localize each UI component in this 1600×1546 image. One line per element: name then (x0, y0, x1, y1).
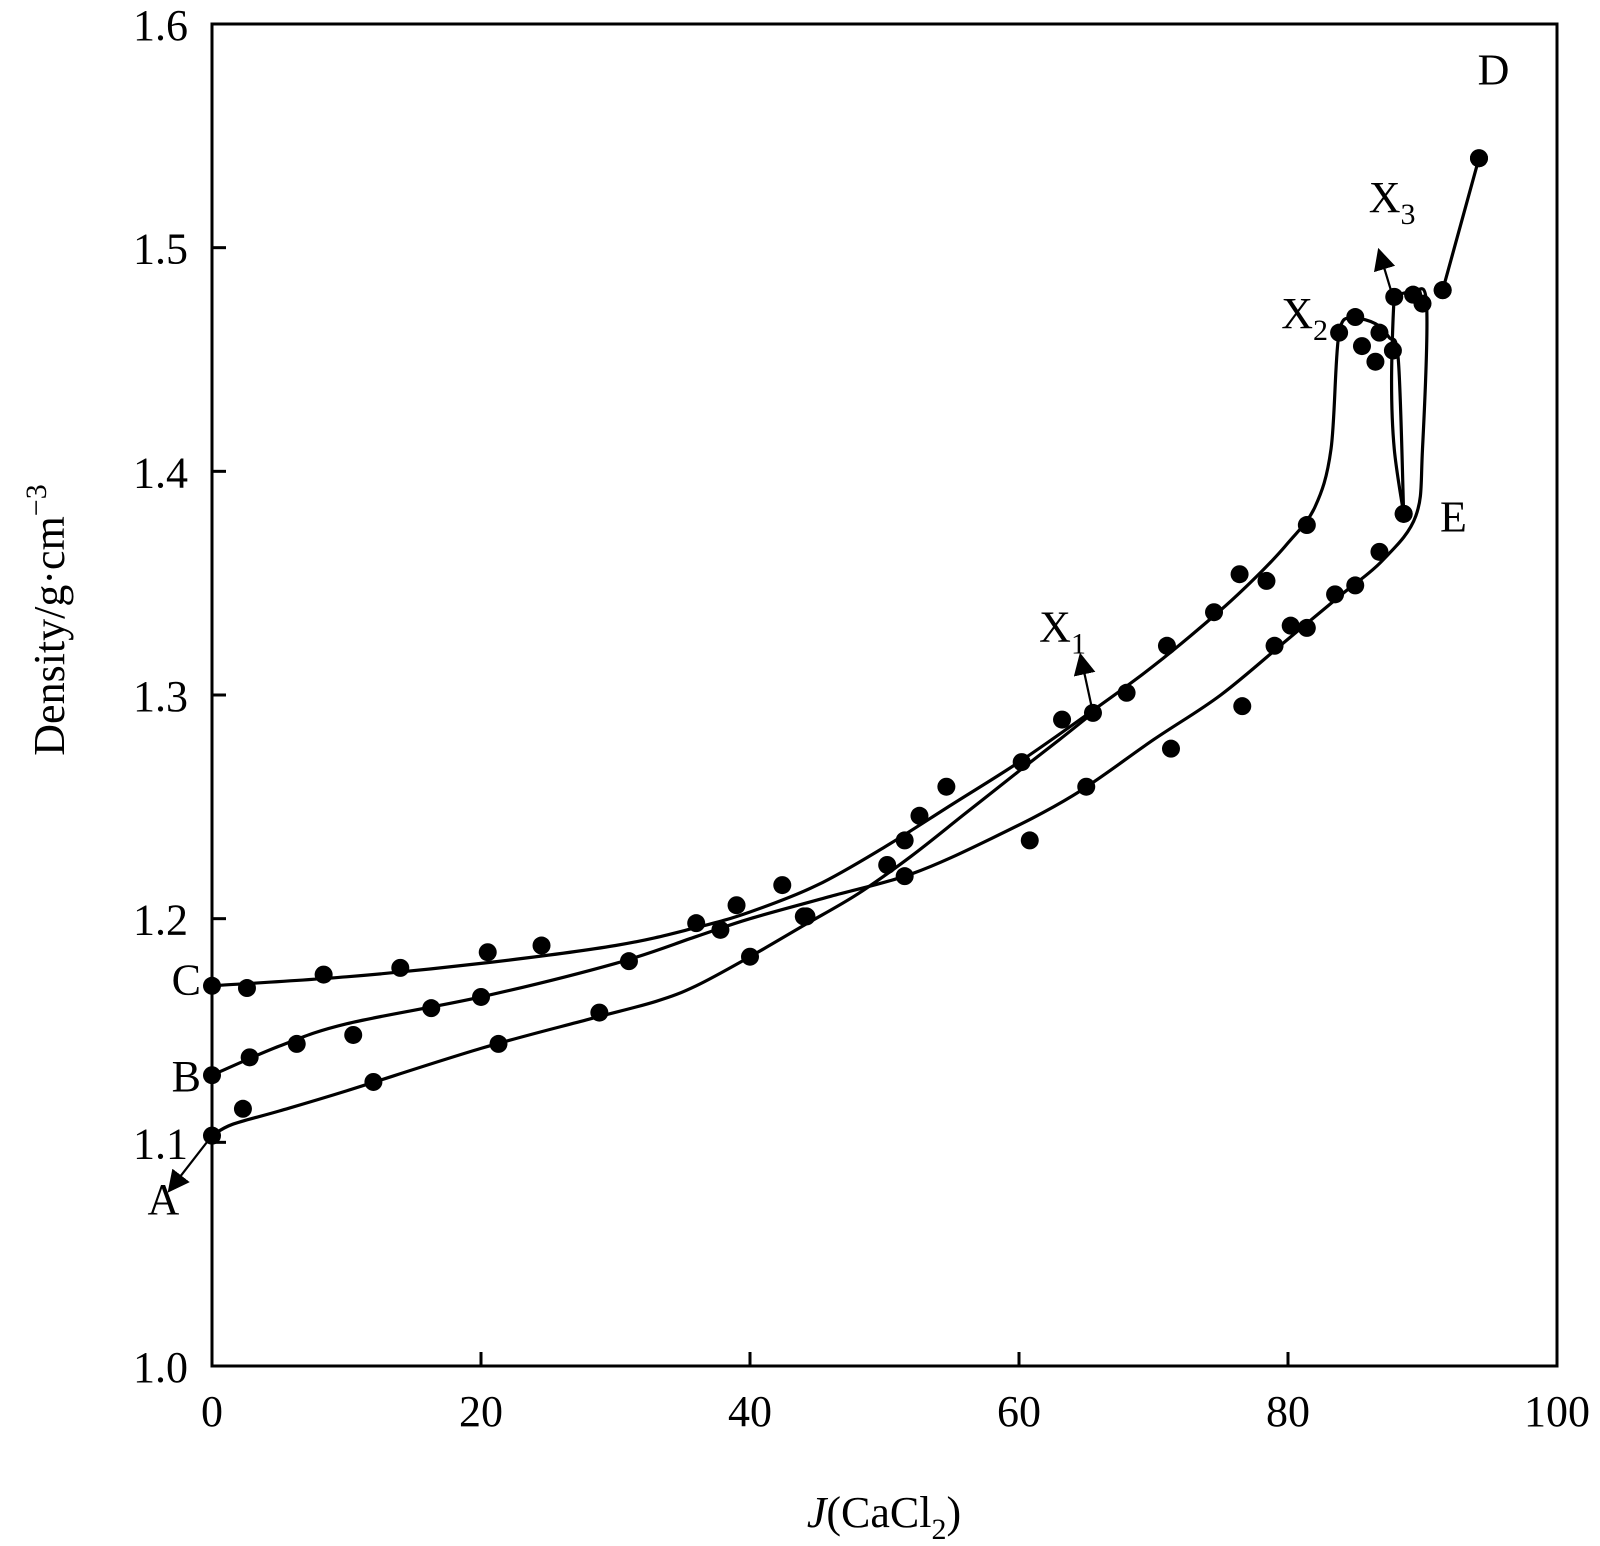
data-point (1230, 565, 1249, 584)
x-tick-label: 60 (997, 1387, 1041, 1436)
data-point (1265, 636, 1284, 655)
x-tick-label: 100 (1524, 1387, 1590, 1436)
data-point (1053, 710, 1072, 729)
series-1-curve (211, 316, 1406, 988)
data-point (1385, 287, 1404, 306)
data-point (937, 777, 956, 796)
data-point (1469, 149, 1488, 168)
series-3-curve (211, 711, 1094, 1138)
y-tick-label: 1.6 (133, 1, 188, 50)
series-3-tail (1441, 157, 1481, 291)
y-tick-label: 1.0 (133, 1343, 188, 1392)
point-label: X3 (1369, 173, 1416, 231)
y-tick-label: 1.1 (133, 1119, 188, 1168)
data-point (1157, 636, 1176, 655)
data-point (910, 806, 929, 825)
x-axis-title: J(CaCl2) (807, 1488, 961, 1546)
x-tick-label: 20 (459, 1387, 503, 1436)
data-point (472, 987, 490, 1006)
point-label: D (1478, 45, 1510, 94)
point-label: X1 (1039, 602, 1086, 660)
y-tick-label: 1.4 (133, 448, 188, 497)
x-tick-label: 0 (201, 1387, 223, 1436)
y-tick-label: 1.5 (133, 225, 188, 274)
data-point (711, 920, 730, 939)
data-point (532, 936, 551, 955)
x-tick-label: 80 (1266, 1387, 1310, 1436)
data-point (203, 1126, 221, 1145)
data-point (619, 952, 638, 971)
data-point (797, 907, 816, 926)
annotation-arrow (1073, 652, 1096, 714)
data-point (422, 999, 441, 1018)
data-point (1433, 281, 1452, 300)
data-point (489, 1034, 508, 1053)
data-point (344, 1025, 363, 1044)
axis-ticks: 0 20 40 60 80 100 1.0 1.1 1.2 1.3 1.4 1.5 1.6 (133, 1, 1590, 1436)
data-point (1205, 603, 1224, 622)
data-point (364, 1072, 383, 1091)
data-point (1077, 777, 1096, 796)
data-point (240, 1048, 259, 1067)
data-point (1281, 616, 1300, 635)
data-point (1383, 341, 1402, 360)
data-point (1346, 576, 1365, 595)
plot-frame (210, 22, 1559, 1368)
point-label: X2 (1281, 289, 1328, 347)
data-point (478, 943, 497, 962)
point-labels: A BC D E X1 X2 X3 (147, 45, 1509, 1224)
data-point (1366, 352, 1385, 371)
data-point (1326, 585, 1345, 604)
data-point (1370, 542, 1389, 561)
data-point (1161, 739, 1180, 758)
data-point (1012, 753, 1031, 772)
data-point (287, 1034, 306, 1053)
point-label: E (1440, 493, 1467, 542)
data-point (1346, 308, 1365, 327)
data-point (1020, 831, 1039, 850)
data-point (203, 976, 221, 995)
data-point (1297, 516, 1316, 535)
y-tick-label: 1.2 (133, 896, 188, 945)
data-points (203, 149, 1488, 1145)
y-tick-label: 1.3 (133, 672, 188, 721)
data-point (1083, 703, 1102, 722)
data-point (1117, 683, 1136, 702)
data-point (391, 958, 410, 977)
data-point (773, 876, 792, 895)
data-point (1330, 323, 1349, 342)
data-point (314, 965, 333, 984)
point-label: A (147, 1175, 179, 1224)
data-point (590, 1003, 609, 1022)
annotation-arrow (167, 1134, 213, 1193)
data-point (687, 914, 706, 933)
data-point (1297, 618, 1316, 637)
data-point (1394, 504, 1413, 523)
data-point (203, 1066, 221, 1085)
data-point (233, 1099, 252, 1118)
series-2-curve (211, 287, 1429, 1077)
data-point (1352, 337, 1371, 356)
data-point (1370, 323, 1389, 342)
point-label: C (172, 956, 201, 1005)
point-label: B (172, 1052, 201, 1101)
data-point (895, 831, 914, 850)
annotation-arrows (167, 247, 1396, 1193)
data-point (895, 867, 914, 886)
data-point (1233, 697, 1252, 716)
y-axis-title: Density/g·cm−3 (20, 484, 74, 755)
data-point (1257, 571, 1276, 590)
data-point (237, 979, 256, 998)
data-point (741, 947, 759, 966)
data-point (1413, 294, 1432, 313)
data-point (878, 855, 897, 874)
x-tick-label: 40 (728, 1387, 772, 1436)
data-point (727, 896, 746, 915)
